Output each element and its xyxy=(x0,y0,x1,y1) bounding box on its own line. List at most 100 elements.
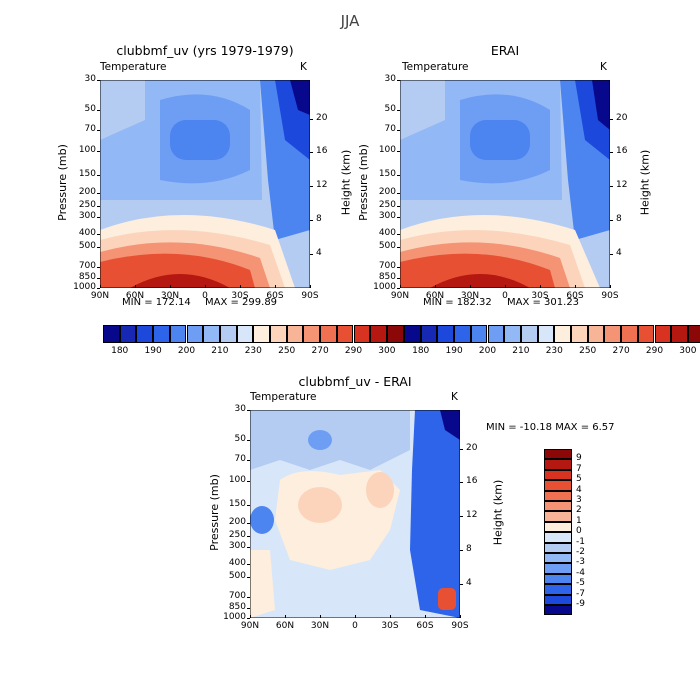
height-tick-label: 12 xyxy=(616,180,628,191)
colorbar-cell xyxy=(153,325,170,343)
diff-colorbar-cell xyxy=(544,480,572,491)
pressure-tick-mark xyxy=(247,460,250,462)
pressure-tick-label: 150 xyxy=(78,169,96,180)
panel-diff-y2-axis-label: Height (km) xyxy=(491,479,505,546)
height-tick-mark xyxy=(610,220,613,222)
diff-colorbar-tick-label: 2 xyxy=(576,505,582,516)
cool-blob-2 xyxy=(250,506,274,534)
latitude-tick-label: 30N xyxy=(310,621,330,631)
height-tick-label: 20 xyxy=(616,112,628,123)
pressure-tick-label: 70 xyxy=(84,124,96,135)
panel-model-variable-label: Temperature xyxy=(100,61,167,73)
colorbar-tick-label: 190 xyxy=(144,346,162,356)
pressure-tick-label: 500 xyxy=(78,240,96,251)
pressure-tick-mark xyxy=(97,246,100,248)
colorbar-cell xyxy=(169,325,187,343)
pressure-tick-label: 1000 xyxy=(373,282,396,292)
panel-model-min: MIN = 172.14 xyxy=(122,297,191,308)
pressure-tick-label: 400 xyxy=(78,227,96,238)
pressure-tick-label: 150 xyxy=(378,169,396,180)
latitude-tick-label: 90S xyxy=(601,291,619,301)
height-tick-mark xyxy=(310,186,313,188)
pressure-tick-mark xyxy=(397,175,400,177)
colorbar-cell xyxy=(286,325,304,343)
height-tick-mark xyxy=(460,550,463,552)
pressure-tick-mark xyxy=(247,608,250,610)
colorbar-cell xyxy=(554,325,571,343)
pressure-tick-label: 700 xyxy=(78,260,96,271)
height-tick-mark xyxy=(460,482,463,484)
colorbar-cell xyxy=(303,325,321,343)
pressure-tick-mark xyxy=(247,596,250,598)
colorbar-cell xyxy=(587,325,605,343)
colorbar-tick-label: 250 xyxy=(278,346,296,356)
pressure-tick-label: 850 xyxy=(78,272,96,283)
latitude-tick-label: 60S xyxy=(266,291,284,301)
pressure-tick-mark xyxy=(97,288,100,289)
colorbar-cell xyxy=(103,325,120,343)
colorbar-cell xyxy=(353,325,371,343)
pressure-tick-label: 300 xyxy=(228,540,246,551)
colorbar-cell xyxy=(253,325,270,343)
pressure-tick-mark xyxy=(397,278,400,280)
colorbar-cell xyxy=(687,325,700,343)
latitude-tick-mark xyxy=(310,285,311,288)
colorbar-cell xyxy=(136,325,154,343)
latitude-tick-mark xyxy=(240,285,241,288)
diff-colorbar-tick-label: 3 xyxy=(576,495,582,505)
diff-colorbar-tick-label: 5 xyxy=(576,474,582,485)
colorbar-cell xyxy=(420,325,438,343)
latitude-tick-label: 90N xyxy=(90,291,110,301)
pressure-tick-label: 500 xyxy=(378,240,396,251)
diff-colorbar-cell xyxy=(544,490,572,501)
colorbar-cell xyxy=(270,325,287,343)
pressure-tick-label: 200 xyxy=(378,186,396,197)
latitude-tick-label: 0 xyxy=(352,621,358,631)
pressure-tick-mark xyxy=(397,192,400,194)
pressure-tick-mark xyxy=(97,110,100,112)
height-tick-label: 4 xyxy=(466,578,472,589)
pressure-tick-label: 1000 xyxy=(73,282,96,292)
height-tick-mark xyxy=(610,118,613,120)
pressure-tick-mark xyxy=(247,576,250,578)
warm-anomaly-core-1 xyxy=(298,487,342,523)
latitude-tick-mark xyxy=(205,285,206,288)
height-tick-mark xyxy=(310,118,313,120)
colorbar-tick-label: 180 xyxy=(412,346,430,356)
height-tick-label: 8 xyxy=(466,544,472,555)
diff-colorbar-tick-label: -4 xyxy=(576,567,585,578)
colorbar-tick-label: 250 xyxy=(579,346,597,356)
diff-colorbar-cell xyxy=(544,584,572,595)
panel-obs-contour-plot xyxy=(400,80,610,288)
diff-colorbar-cell xyxy=(544,449,572,460)
pressure-tick-mark xyxy=(97,130,100,132)
latitude-tick-label: 60S xyxy=(416,621,434,631)
pressure-tick-label: 1000 xyxy=(223,612,246,622)
height-tick-mark xyxy=(610,152,613,154)
diff-colorbar-tick-label: 7 xyxy=(576,463,582,474)
panel-model-units-label: K xyxy=(300,61,307,73)
pressure-tick-mark xyxy=(397,205,400,207)
colorbar-cell xyxy=(437,325,455,343)
pressure-tick-label: 70 xyxy=(234,454,246,465)
pressure-tick-label: 30 xyxy=(384,74,396,84)
panel-diff-title: clubbmf_uv - ERAI xyxy=(298,374,412,389)
pressure-tick-mark xyxy=(247,440,250,442)
warm-anomaly-sh-surface xyxy=(438,588,456,610)
panel-obs-min: MIN = 182.32 xyxy=(423,297,492,308)
pressure-tick-mark xyxy=(397,130,400,132)
surface-max xyxy=(130,274,230,288)
pressure-tick-mark xyxy=(247,481,250,483)
latitude-tick-mark xyxy=(285,615,286,618)
colorbar-cell xyxy=(470,325,488,343)
pressure-tick-label: 50 xyxy=(384,104,396,115)
panel-diff-contour-plot xyxy=(250,410,460,618)
panel-model-title: clubbmf_uv (yrs 1979-1979) xyxy=(116,43,294,58)
height-tick-label: 16 xyxy=(316,146,328,157)
pressure-tick-label: 400 xyxy=(228,557,246,568)
height-tick-label: 8 xyxy=(616,214,622,225)
sh-cold-anomaly-core xyxy=(440,410,460,440)
pressure-tick-label: 70 xyxy=(384,124,396,135)
pressure-tick-mark xyxy=(397,110,400,112)
colorbar-cell xyxy=(186,325,204,343)
